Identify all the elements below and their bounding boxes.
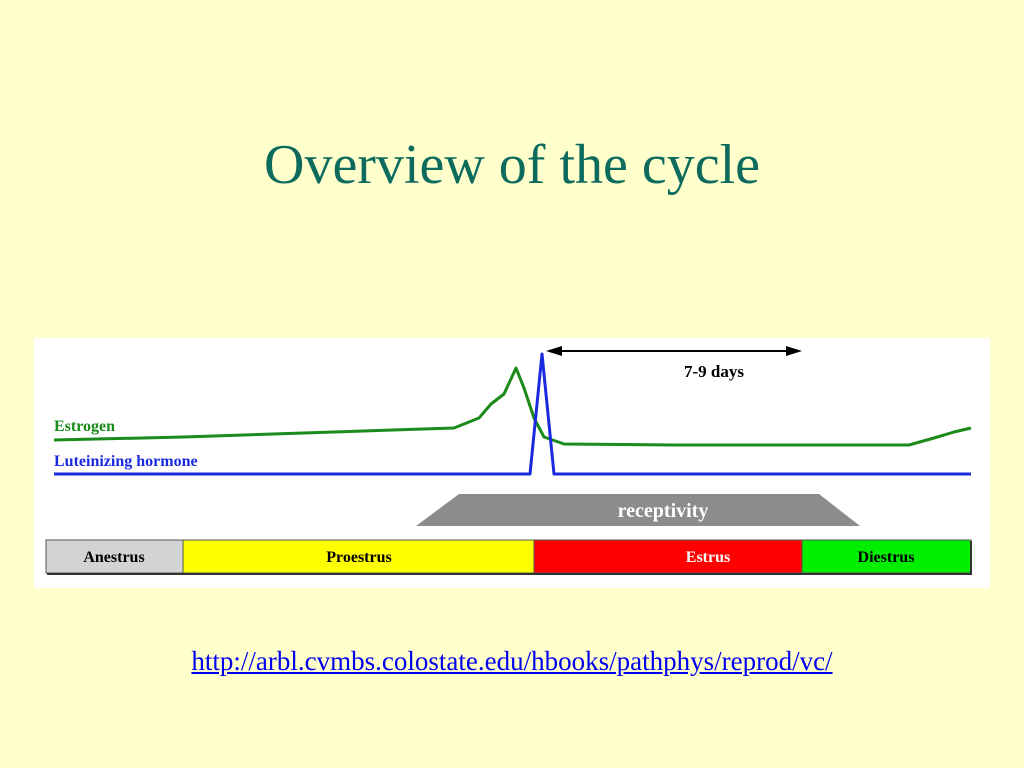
phase-proestrus-label: Proestrus xyxy=(326,549,391,566)
slide-title: Overview of the cycle xyxy=(264,134,760,196)
phase-anestrus-label: Anestrus xyxy=(83,549,144,566)
estrogen-label: Estrogen xyxy=(54,418,115,435)
estrous-cycle-diagram: Estrogen Luteinizing hormone 7-9 days re… xyxy=(34,338,990,588)
source-link[interactable]: http://arbl.cvmbs.colostate.edu/hbooks/p… xyxy=(191,646,833,676)
lh-label: Luteinizing hormone xyxy=(54,453,198,470)
receptivity-label: receptivity xyxy=(618,500,709,522)
phase-estrus xyxy=(533,539,803,574)
duration-label: 7-9 days xyxy=(684,362,744,381)
phase-anestrus xyxy=(45,539,184,574)
receptivity-band xyxy=(416,494,860,526)
phase-bar: Anestrus Proestrus Estrus Diestrus xyxy=(45,539,972,575)
duration-arrow xyxy=(546,346,802,356)
lh-curve xyxy=(54,352,971,476)
phase-estrus-label: Estrus xyxy=(686,549,730,566)
phase-diestrus-label: Diestrus xyxy=(858,549,915,566)
estrogen-curve xyxy=(53,366,972,447)
phase-proestrus xyxy=(182,539,535,574)
